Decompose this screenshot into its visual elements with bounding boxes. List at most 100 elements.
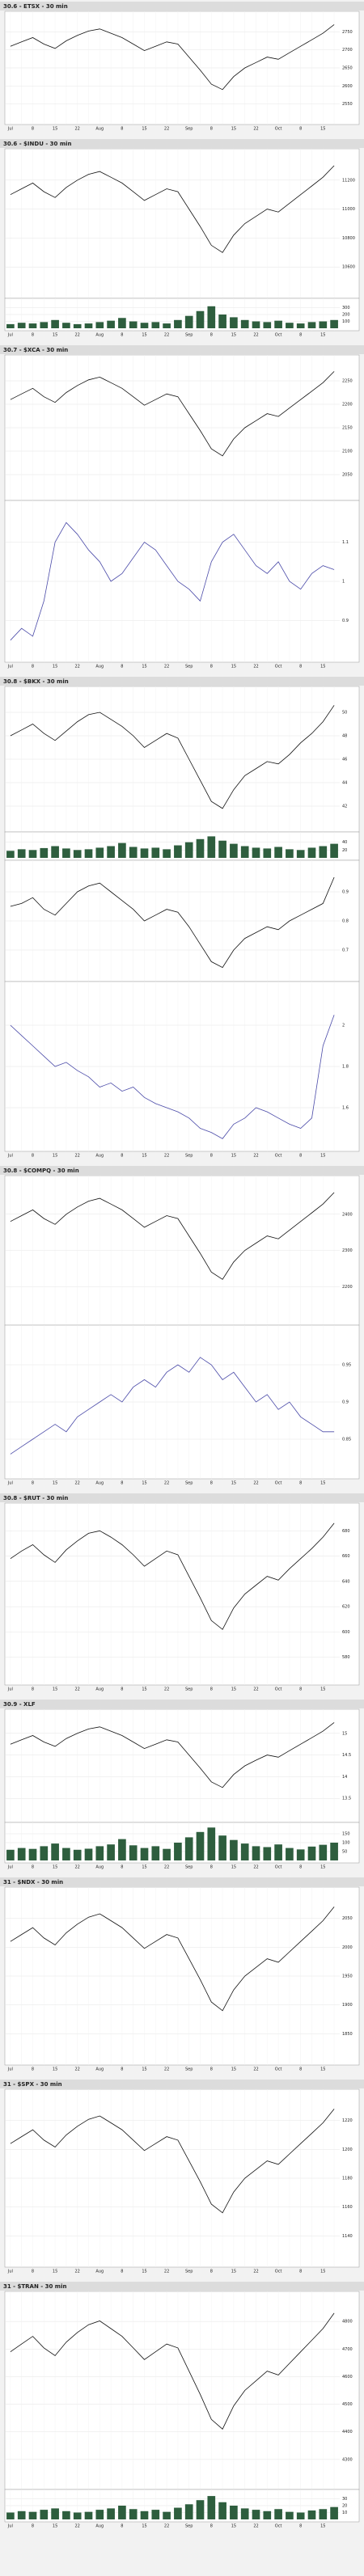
- x-tick-label: 8: [299, 2270, 302, 2274]
- x-tick-label: Oct: [275, 2270, 282, 2274]
- x-tick-label: 8: [32, 1481, 34, 1486]
- volume-bar: [196, 838, 205, 858]
- x-tick-label: 8: [210, 1154, 213, 1159]
- x-tick-label: 8: [299, 1687, 302, 1692]
- x-tick-label: 15: [320, 1481, 325, 1486]
- y-tick-label: 4800: [342, 2320, 353, 2325]
- y-tick-label: 0.9: [342, 890, 349, 895]
- x-tick-label: Jul: [7, 2524, 13, 2529]
- x-tick-label: 22: [253, 1865, 258, 1870]
- volume-bar: [6, 851, 15, 858]
- y-tick-label: 1180: [342, 2177, 353, 2181]
- price-line: [10, 165, 335, 253]
- volume-bar: [218, 1835, 226, 1860]
- y-tick-label: 4600: [342, 2375, 353, 2380]
- x-tick-label: 15: [53, 1687, 57, 1692]
- volume-bar: [307, 2510, 316, 2519]
- x-tick-label: 15: [231, 127, 236, 132]
- price-line: [10, 876, 335, 969]
- x-tick-label: 8: [210, 333, 213, 338]
- y-tick-label: 1950: [342, 1974, 353, 1979]
- y-tick-label: 1200: [342, 2147, 353, 2152]
- y-tick-label: 4700: [342, 2347, 353, 2352]
- x-tick-label: 15: [53, 2067, 57, 2072]
- chart-title: 31 - $TRAN - 30 min: [3, 2283, 66, 2290]
- x-tick-label: 15: [231, 2067, 236, 2072]
- volume-bar: [95, 2510, 104, 2519]
- x-tick-label: 15: [53, 1865, 57, 1870]
- price-line: [10, 371, 335, 457]
- header-bar: [0, 1700, 364, 1708]
- volume-bar: [163, 1848, 171, 1860]
- volume-bar: [207, 1827, 216, 1860]
- volume-bar: [118, 2506, 126, 2519]
- y-tick-label: 15: [342, 1731, 347, 1736]
- x-tick-label: Sep: [185, 665, 193, 669]
- y-tick-label: 0.9: [342, 1400, 349, 1405]
- x-tick-label: 8: [32, 1154, 34, 1159]
- volume-bar: [240, 846, 249, 858]
- x-tick-label: 15: [320, 2524, 325, 2529]
- x-tick-label: 8: [32, 1865, 34, 1870]
- chart-title: 30.8 - $RUT - 30 min: [3, 1495, 68, 1501]
- price-line: [10, 1357, 335, 1455]
- x-tick-label: Jul: [7, 2067, 13, 2072]
- volume-bar: [73, 2512, 82, 2519]
- x-tick-label: 8: [210, 1865, 213, 1870]
- volume-bar: [62, 848, 70, 858]
- volume-bar: [151, 322, 160, 328]
- x-tick-label: 15: [142, 665, 146, 669]
- chart-title: 30.7 - $XCA - 30 min: [3, 347, 68, 353]
- x-tick-label: 8: [299, 1154, 302, 1159]
- y-tick-label: 2600: [342, 84, 353, 89]
- x-tick-label: 22: [164, 2270, 169, 2274]
- y-tick-label: 580: [342, 1655, 350, 1660]
- volume-bar: [84, 849, 93, 858]
- x-tick-label: 8: [121, 2270, 123, 2274]
- volume-bar: [17, 323, 26, 328]
- x-tick-label: 8: [121, 333, 123, 338]
- price-line: [10, 1722, 335, 1788]
- volume-bar: [73, 850, 82, 858]
- volume-bar: [129, 847, 138, 858]
- volume-bar: [140, 2511, 149, 2519]
- volume-bar: [62, 1848, 70, 1860]
- x-tick-label: 15: [142, 2270, 146, 2274]
- chart-title: 30.8 - $BKX - 30 min: [3, 678, 69, 685]
- volume-bar: [319, 1844, 328, 1860]
- volume-bar: [51, 1843, 59, 1860]
- x-tick-label: Jul: [7, 333, 13, 338]
- volume-bar: [218, 840, 226, 858]
- x-tick-label: 8: [210, 127, 213, 132]
- volume-bar: [163, 323, 171, 328]
- volume-bar: [73, 1849, 82, 1860]
- y-tick-label: 10600: [342, 265, 355, 270]
- y-tick-label: 0.9: [342, 619, 349, 623]
- x-tick-label: 15: [53, 127, 57, 132]
- x-tick-label: 8: [32, 1687, 34, 1692]
- x-tick-label: 8: [32, 2270, 34, 2274]
- y-tick-label: 600: [342, 1630, 350, 1635]
- y-tick-label: 14.5: [342, 1753, 351, 1758]
- x-tick-label: 22: [75, 2270, 80, 2274]
- x-tick-label: 15: [320, 2067, 325, 2072]
- volume-bar: [129, 2509, 138, 2519]
- x-tick-label: 15: [53, 1154, 57, 1159]
- volume-bar: [95, 1846, 104, 1860]
- volume-bar: [240, 319, 249, 328]
- volume-bar: [174, 1843, 182, 1860]
- volume-bar: [263, 848, 272, 858]
- volume-bar: [296, 323, 305, 328]
- x-tick-label: Sep: [185, 1865, 193, 1870]
- x-tick-label: Sep: [185, 1154, 193, 1159]
- x-tick-label: 22: [253, 665, 258, 669]
- volume-bar: [51, 319, 59, 328]
- volume-bar: [62, 2511, 70, 2519]
- volume-bar: [118, 842, 126, 858]
- volume-bar: [263, 2511, 272, 2519]
- header-bar: [0, 139, 364, 148]
- volume-bar: [163, 849, 171, 858]
- volume-bar: [230, 2506, 238, 2519]
- x-tick-label: Sep: [185, 2270, 193, 2274]
